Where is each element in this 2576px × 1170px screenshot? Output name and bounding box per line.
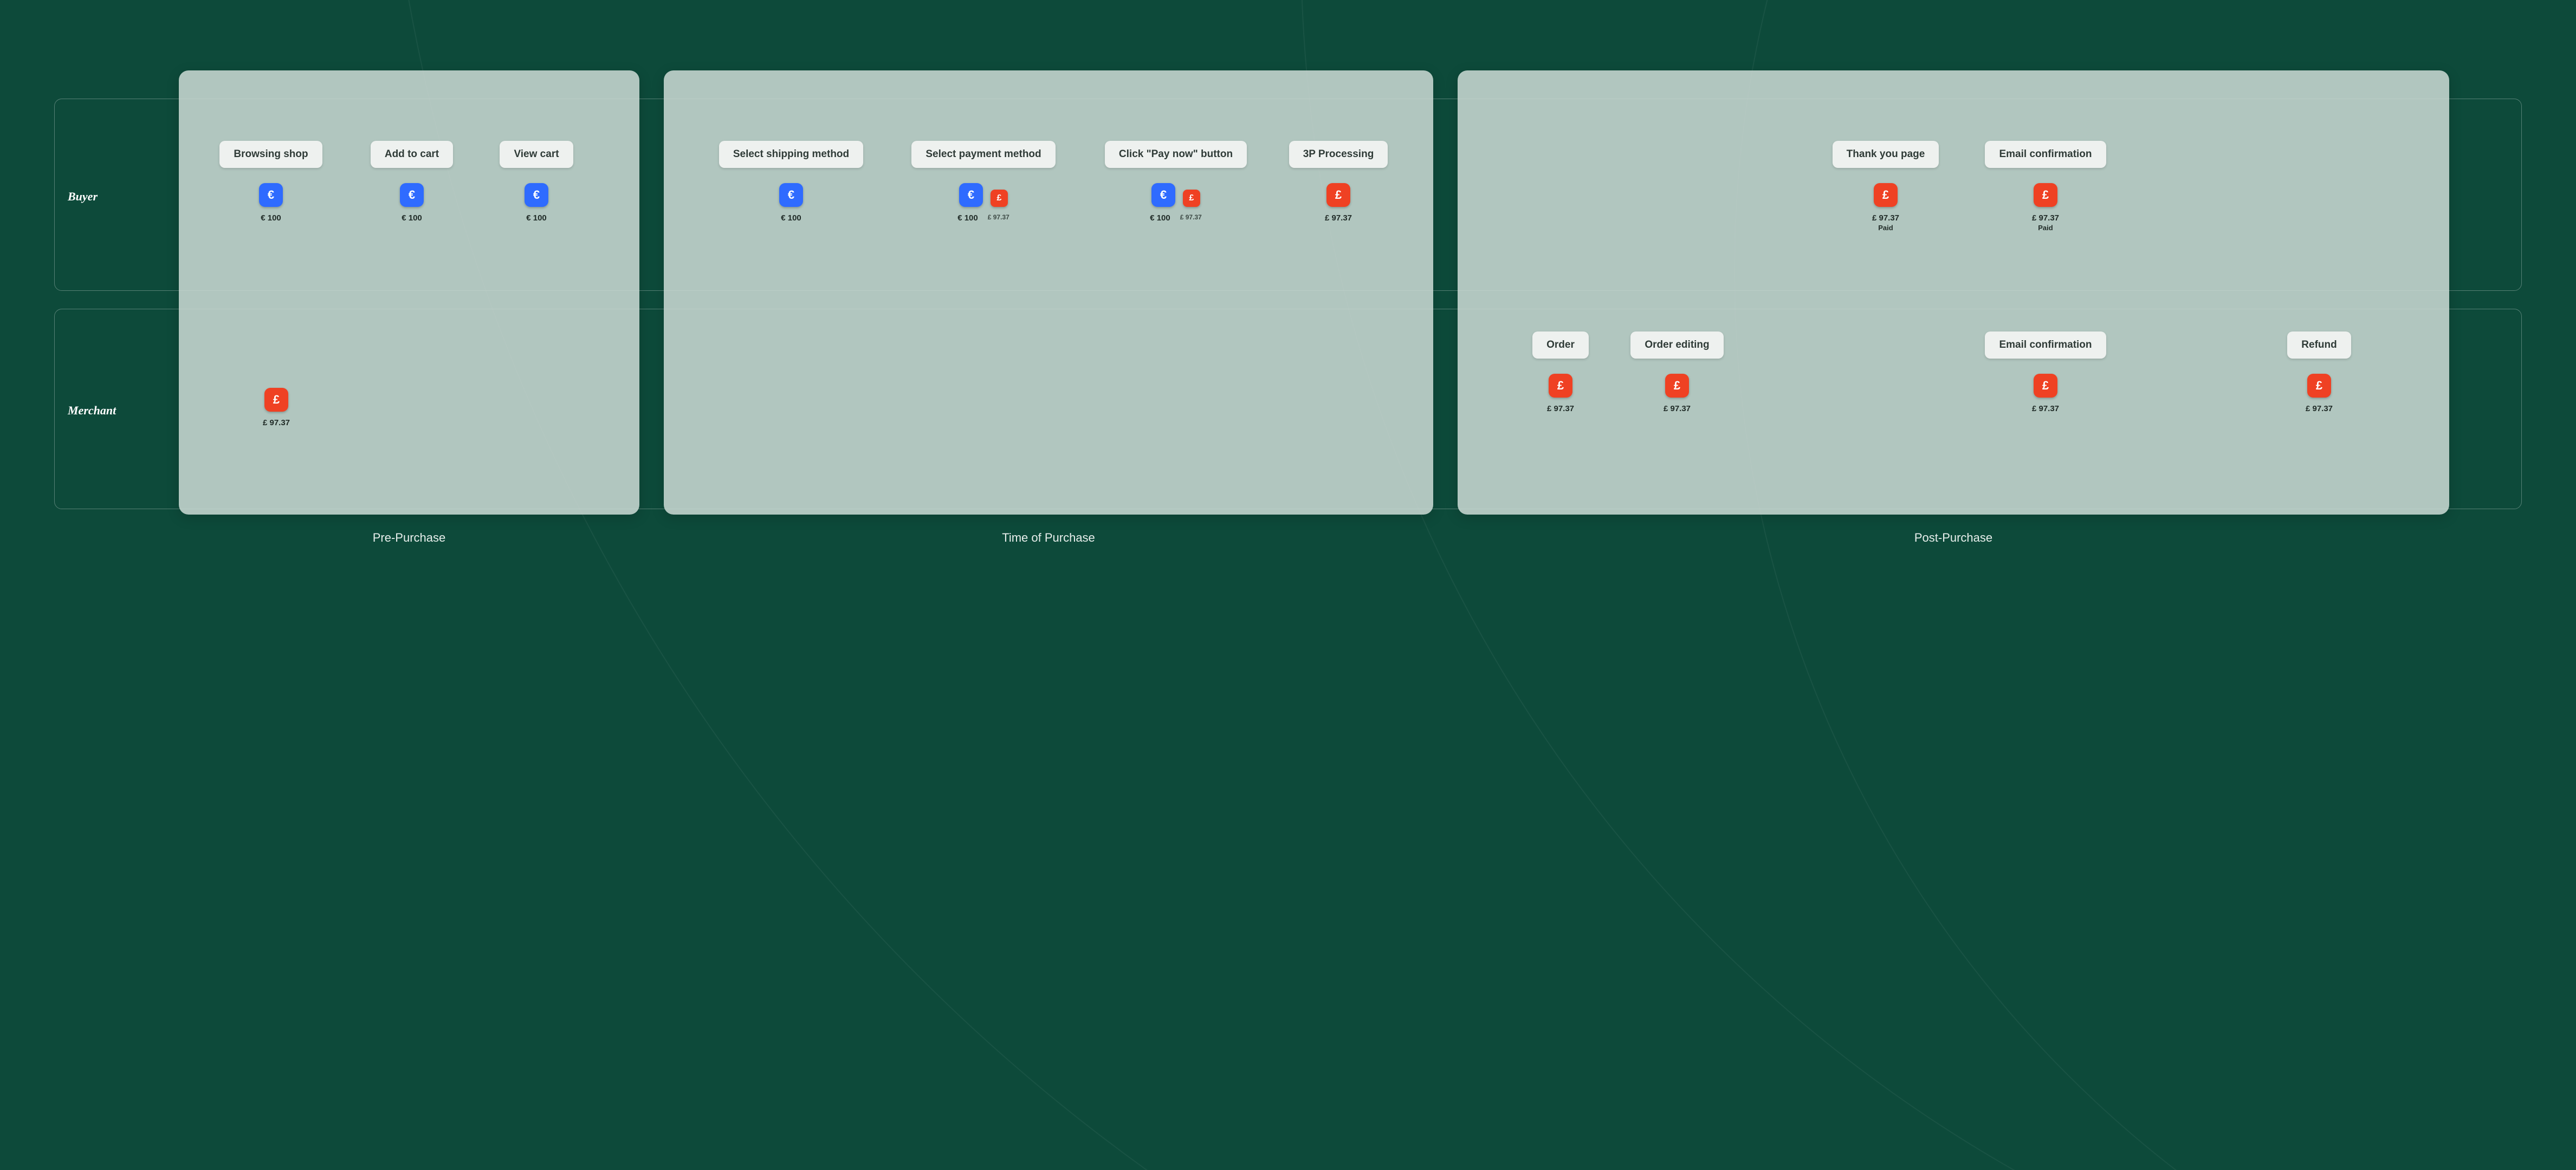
euro-currency-icon: € — [1151, 183, 1175, 207]
pound-currency-icon: £ — [1183, 190, 1200, 207]
amounts: £ 97.37 — [190, 418, 363, 427]
euro-currency-icon: € — [525, 183, 548, 207]
euro-currency-icon: € — [400, 183, 424, 207]
currency-icons: € — [704, 183, 878, 207]
euro-currency-icon: € — [959, 183, 983, 207]
amount: € 100 — [526, 213, 547, 223]
buyer-step: 3P Processing £ £ 97.37 — [1252, 141, 1425, 223]
step-chip: Browsing shop — [219, 141, 322, 168]
merchant-step: £ £ 97.37 — [190, 373, 363, 427]
step-chip: Order editing — [1630, 332, 1723, 359]
amount: £ 97.37 — [2306, 404, 2333, 413]
merchant-step: Refund £ £ 97.37 — [2232, 332, 2406, 413]
amount-sublabel: Paid — [1799, 224, 1972, 232]
euro-currency-icon: € — [259, 183, 283, 207]
buyer-step: Thank you page £ £ 97.37Paid — [1799, 141, 1972, 232]
currency-icons: £ — [1799, 183, 1972, 207]
pound-currency-icon: £ — [1665, 374, 1689, 398]
pound-currency-icon: £ — [1326, 183, 1350, 207]
currency-icons: £ — [1252, 183, 1425, 207]
amount: £ 97.37 — [1180, 213, 1202, 223]
currency-icons: £ — [190, 388, 363, 412]
pound-currency-icon: £ — [2034, 183, 2057, 207]
buyer-step: Select payment method€£€ 100£ 97.37 — [897, 141, 1070, 223]
currency-icons: £ — [2232, 374, 2406, 398]
amounts: € 100 — [704, 213, 878, 223]
step-chip: Refund — [2287, 332, 2351, 359]
currency-icons: £ — [1959, 374, 2132, 398]
phase-label-time: Time of Purchase — [664, 531, 1433, 545]
amount: € 100 — [261, 213, 281, 223]
step-chip: View cart — [500, 141, 573, 168]
step-chip: Select shipping method — [719, 141, 863, 168]
amounts: £ 97.37 — [1252, 213, 1425, 223]
currency-icons: €£ — [897, 183, 1070, 207]
currency-icons: £ — [1959, 183, 2132, 207]
step-chip: Email confirmation — [1985, 332, 2106, 359]
phase-card-pre — [179, 70, 639, 515]
currency-icons: € — [450, 183, 623, 207]
amounts: £ 97.37 — [1959, 213, 2132, 223]
step-chip: Click "Pay now" button — [1105, 141, 1247, 168]
pound-currency-icon: £ — [264, 388, 288, 412]
amounts: € 100 — [450, 213, 623, 223]
step-chip: Order — [1532, 332, 1589, 359]
phase-card-post — [1458, 70, 2449, 515]
buyer-step: Email confirmation £ £ 97.37Paid — [1959, 141, 2132, 232]
step-chip: Email confirmation — [1985, 141, 2106, 168]
row-label-buyer: Buyer — [68, 190, 98, 204]
step-chip: Thank you page — [1833, 141, 1939, 168]
step-chip: Add to cart — [371, 141, 453, 168]
amount: £ 97.37 — [1872, 213, 1899, 223]
pound-currency-icon: £ — [2034, 374, 2057, 398]
amounts: £ 97.37 — [1590, 404, 1764, 413]
pound-currency-icon: £ — [1874, 183, 1898, 207]
amount: £ 97.37 — [1325, 213, 1352, 223]
currency-icons: £ — [1590, 374, 1764, 398]
amount: £ 97.37 — [2032, 404, 2059, 413]
amount-sublabel: Paid — [1959, 224, 2132, 232]
amount: € 100 — [957, 213, 978, 223]
phase-label-pre: Pre-Purchase — [179, 531, 639, 545]
amount: € 100 — [781, 213, 801, 223]
amount: £ 97.37 — [1547, 404, 1574, 413]
buyer-step: Select shipping method € € 100 — [704, 141, 878, 223]
amounts: € 100 £ 97.37 — [897, 213, 1070, 223]
merchant-step: Email confirmation £ £ 97.37 — [1959, 332, 2132, 413]
euro-currency-icon: € — [779, 183, 803, 207]
merchant-step: Order editing £ £ 97.37 — [1590, 332, 1764, 413]
pound-currency-icon: £ — [2307, 374, 2331, 398]
amounts: € 100 £ 97.37 — [1089, 213, 1263, 223]
currency-icons: €£ — [1089, 183, 1263, 207]
amount: € 100 — [402, 213, 422, 223]
amount: £ 97.37 — [263, 418, 290, 427]
pound-currency-icon: £ — [991, 190, 1008, 207]
buyer-step: View cart € € 100 — [450, 141, 623, 223]
amounts: £ 97.37 — [1799, 213, 1972, 223]
phase-label-post: Post-Purchase — [1458, 531, 2449, 545]
phase-card-time — [664, 70, 1433, 515]
amounts: £ 97.37 — [1959, 404, 2132, 413]
amounts: £ 97.37 — [2232, 404, 2406, 413]
amount: € 100 — [1150, 213, 1170, 223]
pound-currency-icon: £ — [1549, 374, 1572, 398]
step-chip: Select payment method — [911, 141, 1055, 168]
amount: £ 97.37 — [1664, 404, 1691, 413]
amount: £ 97.37 — [988, 213, 1009, 223]
buyer-step: Click "Pay now" button€£€ 100£ 97.37 — [1089, 141, 1263, 223]
step-chip: 3P Processing — [1289, 141, 1388, 168]
amount: £ 97.37 — [2032, 213, 2059, 223]
row-label-merchant: Merchant — [68, 404, 116, 418]
